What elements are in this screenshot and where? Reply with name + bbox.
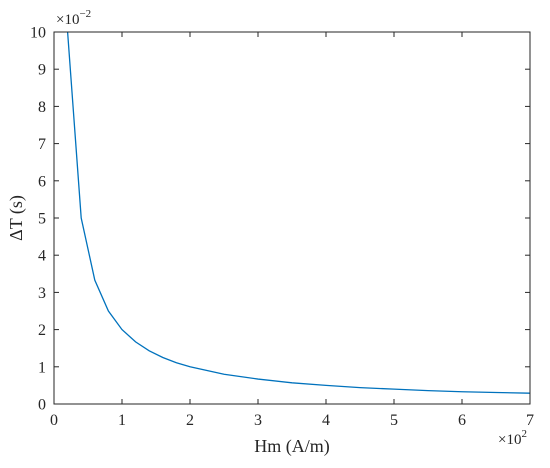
x-tick-label: 6 bbox=[458, 412, 466, 429]
y-tick-label: 10 bbox=[30, 25, 46, 42]
y-tick-label: 2 bbox=[38, 322, 46, 339]
tick-labels: 0 1 2 3 4 5 6 7 0 1 2 3 4 5 6 7 8 9 10 bbox=[30, 25, 534, 430]
y-multiplier-base: ×10 bbox=[56, 12, 79, 28]
x-tick-label: 0 bbox=[50, 412, 58, 429]
y-axis-multiplier: ×10−2 bbox=[56, 8, 91, 28]
plot-frame bbox=[53, 31, 531, 405]
y-multiplier-exponent: −2 bbox=[79, 8, 91, 20]
y-tick-label: 8 bbox=[38, 99, 46, 116]
x-multiplier-base: ×10 bbox=[498, 432, 521, 448]
y-tick-label: 6 bbox=[38, 173, 46, 190]
series-line bbox=[66, 31, 531, 394]
x-axis-title: Hm (A/m) bbox=[254, 436, 330, 457]
y-tick-label: 0 bbox=[38, 397, 46, 414]
x-tick-label: 2 bbox=[186, 412, 194, 429]
y-tick-label: 9 bbox=[38, 62, 46, 79]
y-tick-label: 7 bbox=[38, 136, 46, 153]
y-tick-label: 4 bbox=[38, 248, 46, 265]
x-multiplier-exponent: 2 bbox=[521, 428, 527, 440]
y-tick-label: 1 bbox=[38, 359, 46, 376]
y-axis-title: ΔT (s) bbox=[6, 195, 27, 241]
x-axis-multiplier: ×102 bbox=[498, 428, 527, 448]
x-tick-label: 5 bbox=[390, 412, 398, 429]
x-tick-label: 7 bbox=[526, 412, 534, 429]
x-tick-label: 1 bbox=[118, 412, 126, 429]
y-tick-label: 3 bbox=[38, 285, 46, 302]
x-tick-label: 4 bbox=[322, 412, 330, 429]
plot-area bbox=[54, 32, 530, 404]
y-tick-label: 5 bbox=[38, 211, 46, 228]
x-tick-label: 3 bbox=[254, 412, 262, 429]
